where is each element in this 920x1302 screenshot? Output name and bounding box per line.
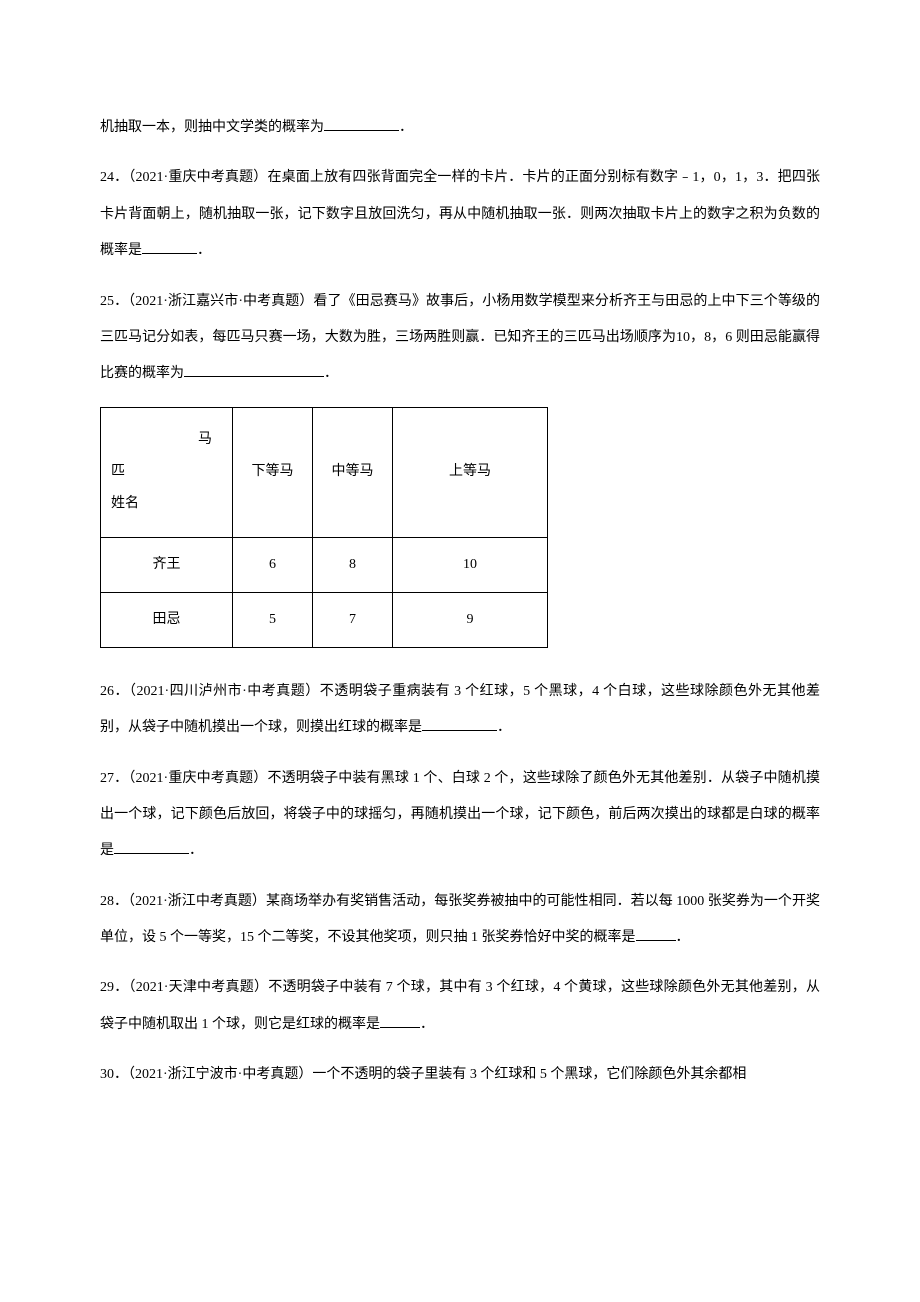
q25-text-2: ． xyxy=(324,366,338,381)
blank-29 xyxy=(380,1027,420,1028)
table-row-qiwang: 齐王 6 8 10 xyxy=(101,537,548,592)
question-29: 29．（2021·天津中考真题）不透明袋子中装有 7 个球，其中有 3 个红球，… xyxy=(100,970,820,1043)
q26-text-1: 26．（2021·四川泸州市·中考真题）不透明袋子重病装有 3 个红球，5 个黑… xyxy=(100,684,820,735)
q24-text-2: ． xyxy=(197,243,211,258)
cell-tianji-lower: 5 xyxy=(233,592,313,647)
cell-tianji-upper: 9 xyxy=(393,592,548,647)
table-row-tianji: 田忌 5 7 9 xyxy=(101,592,548,647)
horse-score-table: 马 匹 姓名 下等马 中等马 上等马 齐王 6 8 10 田忌 5 7 9 xyxy=(100,407,548,648)
q28-text-2: ． xyxy=(676,930,690,945)
question-25: 25．（2021·浙江嘉兴市·中考真题）看了《田忌赛马》故事后，小杨用数学模型来… xyxy=(100,284,820,393)
q29-text-1: 29．（2021·天津中考真题）不透明袋子中装有 7 个球，其中有 3 个红球，… xyxy=(100,980,820,1031)
blank-26 xyxy=(422,730,497,731)
cell-tianji-middle: 7 xyxy=(313,592,393,647)
blank-24 xyxy=(142,253,197,254)
cell-qiwang-middle: 8 xyxy=(313,537,393,592)
question-28: 28．（2021·浙江中考真题）某商场举办有奖销售活动，每张奖券被抽中的可能性相… xyxy=(100,884,820,957)
q23-text: 机抽取一本，则抽中文学类的概率为 xyxy=(100,120,324,135)
cell-tianji-name: 田忌 xyxy=(101,592,233,647)
col-header-middle: 中等马 xyxy=(313,407,393,537)
col-header-upper: 上等马 xyxy=(393,407,548,537)
cell-qiwang-lower: 6 xyxy=(233,537,313,592)
cell-qiwang-upper: 10 xyxy=(393,537,548,592)
col-header-lower: 下等马 xyxy=(233,407,313,537)
table-header-diagonal: 马 匹 姓名 xyxy=(101,407,233,537)
question-23-fragment: 机抽取一本，则抽中文学类的概率为 ． xyxy=(100,110,820,146)
q27-text-1: 27．（2021·重庆中考真题）不透明袋子中装有黑球 1 个、白球 2 个，这些… xyxy=(100,771,820,859)
question-26: 26．（2021·四川泸州市·中考真题）不透明袋子重病装有 3 个红球，5 个黑… xyxy=(100,674,820,747)
blank-28 xyxy=(636,940,676,941)
q28-text-1: 28．（2021·浙江中考真题）某商场举办有奖销售活动，每张奖券被抽中的可能性相… xyxy=(100,894,820,945)
q26-text-2: ． xyxy=(497,720,511,735)
blank-23 xyxy=(324,130,399,131)
cell-qiwang-name: 齐王 xyxy=(101,537,233,592)
q29-text-2: ． xyxy=(420,1017,434,1032)
question-27: 27．（2021·重庆中考真题）不透明袋子中装有黑球 1 个、白球 2 个，这些… xyxy=(100,761,820,870)
blank-25 xyxy=(184,376,324,377)
table-header-row: 马 匹 姓名 下等马 中等马 上等马 xyxy=(101,407,548,537)
q27-text-2: ． xyxy=(189,843,203,858)
q23-period: ． xyxy=(399,120,413,135)
blank-27 xyxy=(114,853,189,854)
header-pi: 匹 xyxy=(111,454,125,490)
q25-text-1: 25．（2021·浙江嘉兴市·中考真题）看了《田忌赛马》故事后，小杨用数学模型来… xyxy=(100,294,820,382)
header-ma: 马 xyxy=(198,422,212,458)
question-24: 24．（2021·重庆中考真题）在桌面上放有四张背面完全一样的卡片．卡片的正面分… xyxy=(100,160,820,269)
question-30-fragment: 30．（2021·浙江宁波市·中考真题）一个不透明的袋子里装有 3 个红球和 5… xyxy=(100,1057,820,1093)
header-name: 姓名 xyxy=(111,486,139,522)
q30-text: 30．（2021·浙江宁波市·中考真题）一个不透明的袋子里装有 3 个红球和 5… xyxy=(100,1067,746,1082)
